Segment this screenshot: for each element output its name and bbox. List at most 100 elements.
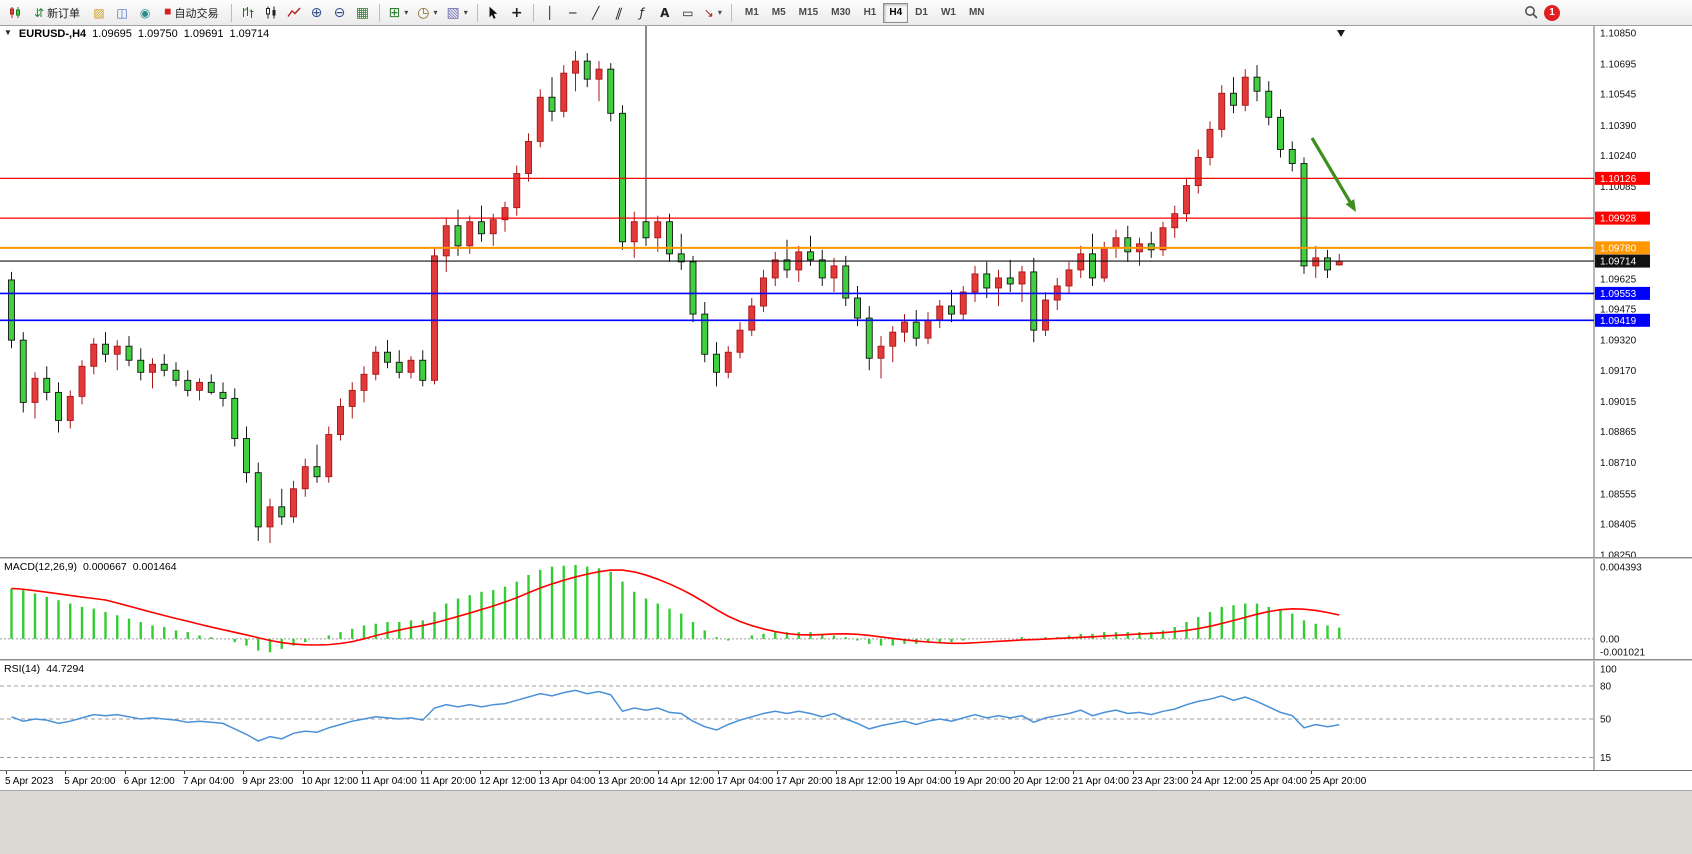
timeframe-mn[interactable]: MN — [963, 3, 991, 23]
time-tick — [836, 771, 838, 774]
svg-text:1.08250: 1.08250 — [1600, 551, 1637, 558]
price-tag — [1595, 286, 1650, 300]
chart-window-icon — [10, 7, 20, 18]
toolbar-separator — [230, 3, 232, 22]
line-chart-button[interactable] — [283, 2, 305, 23]
timeframe-m30[interactable]: M30 — [825, 3, 856, 23]
status-bar — [0, 790, 1692, 854]
timeframe-w1[interactable]: W1 — [935, 3, 962, 23]
toolbar-separator — [476, 3, 478, 22]
time-label: 23 Apr 23:00 — [1131, 776, 1189, 787]
svg-text:80: 80 — [1600, 682, 1612, 693]
charts-profile-button[interactable]: ▨ — [88, 2, 110, 23]
trendline-icon: ╱ — [592, 5, 600, 20]
macd-canvas[interactable]: 0.004393 0.00 -0.001021 — [0, 559, 1692, 659]
tile-windows-button[interactable]: ▦ — [352, 2, 374, 23]
bar-chart-button[interactable] — [237, 2, 259, 23]
rsi-pane: 100 80 50 15 RSI(14) 44.7294 — [0, 661, 1692, 770]
alerts-button[interactable]: ◉ — [134, 2, 156, 23]
main-toolbar: ⇵ 新订单 ▨ ◫ ◉ ◼ 自动交易 ⊕ ⊖ ▦ ⊞ ▾ ◷ ▾ ▧ ▾ + │ ─ … — [0, 0, 1692, 26]
time-tick — [717, 771, 719, 774]
svg-text:1.09015: 1.09015 — [1600, 397, 1637, 408]
timeframe-m15[interactable]: M15 — [793, 3, 824, 23]
zoom-out-button[interactable]: ⊖ — [329, 2, 351, 23]
svg-text:1.09320: 1.09320 — [1600, 336, 1637, 347]
bar-chart-icon — [242, 7, 254, 18]
templates-button[interactable]: ▧ ▾ — [443, 2, 472, 23]
channel-button[interactable]: ∥ — [608, 2, 630, 23]
text-label-button[interactable]: ▭ — [677, 2, 699, 23]
time-label: 21 Apr 04:00 — [1072, 776, 1130, 787]
chart-window-button[interactable] — [4, 2, 26, 23]
time-axis[interactable]: 5 Apr 2023 5 Apr 20:00 6 Apr 12:00 7 Apr 04… — [0, 770, 1692, 790]
svg-text:15: 15 — [1600, 753, 1612, 764]
timeframe-h4[interactable]: H4 — [883, 2, 909, 23]
time-tick — [1132, 771, 1134, 774]
autotrading-label: 自动交易 — [174, 7, 219, 20]
time-label: 18 Apr 12:00 — [835, 776, 892, 787]
candlestick-chart-icon — [265, 6, 276, 19]
rsi-canvas[interactable]: 100 80 50 15 — [0, 661, 1692, 770]
search-button[interactable] — [1520, 2, 1543, 23]
rsi-line — [11, 689, 1340, 742]
time-label: 17 Apr 20:00 — [775, 776, 833, 787]
timeframe-m5[interactable]: M5 — [766, 3, 792, 23]
zoom-in-icon: ⊕ — [310, 4, 323, 21]
horizontal-lines[interactable]: 1.10126 1.09928 1.09780 1.09714 1.09553 1.094… — [0, 171, 1650, 327]
svg-text:1.10545: 1.10545 — [1600, 90, 1637, 101]
text-label-icon: ▭ — [682, 5, 694, 20]
template-icon: ▧ — [446, 4, 460, 21]
text-button[interactable]: A — [654, 2, 676, 23]
timeframe-m1[interactable]: M1 — [739, 3, 765, 23]
cursor-button[interactable] — [483, 2, 505, 23]
zoom-out-icon: ⊖ — [333, 4, 346, 21]
fibonacci-button[interactable]: ƒ — [631, 2, 653, 23]
time-label: 25 Apr 20:00 — [1309, 776, 1367, 787]
svg-text:1.09419: 1.09419 — [1600, 316, 1637, 327]
svg-text:1.10085: 1.10085 — [1600, 182, 1637, 193]
chart-region: 1.10850 1.10695 1.10545 1.10390 1.10240 1.100… — [0, 26, 1692, 790]
timeframe-d1[interactable]: D1 — [909, 3, 934, 23]
period-button[interactable]: ◷ ▾ — [413, 2, 441, 23]
time-label: 11 Apr 20:00 — [420, 776, 477, 787]
svg-text:1.10850: 1.10850 — [1600, 29, 1637, 40]
svg-text:0.004393: 0.004393 — [1600, 563, 1642, 574]
one-click-trading-toggle[interactable]: ▼ — [4, 28, 12, 37]
new-chart-button[interactable]: ⊞ ▾ — [385, 2, 413, 23]
time-label: 13 Apr 20:00 — [598, 776, 655, 787]
trendline-button[interactable]: ╱ — [585, 2, 607, 23]
price-tag — [1595, 171, 1650, 185]
time-label: 10 Apr 12:00 — [301, 776, 359, 787]
trend-arrow-annotation[interactable] — [1310, 137, 1356, 212]
main-chart-canvas[interactable]: 1.10850 1.10695 1.10545 1.10390 1.10240 1.100… — [0, 26, 1692, 557]
svg-text:1.09780: 1.09780 — [1600, 243, 1637, 254]
time-tick — [183, 771, 185, 774]
new-order-button[interactable]: ⇵ 新订单 — [27, 2, 87, 23]
price-tag — [1595, 254, 1650, 268]
panel-splitter[interactable] — [0, 659, 1692, 661]
arrows-button[interactable]: ↘ ▾ — [700, 2, 726, 23]
autotrading-button[interactable]: ◼ 自动交易 — [157, 2, 225, 23]
svg-text:1.10240: 1.10240 — [1600, 151, 1637, 162]
panel-splitter[interactable] — [0, 557, 1692, 559]
time-label: 5 Apr 20:00 — [64, 776, 116, 787]
time-tick — [361, 771, 363, 774]
crosshair-icon: + — [510, 4, 523, 21]
chart-shift-marker — [1337, 30, 1345, 37]
vertical-line-button[interactable]: │ — [539, 2, 561, 23]
candlestick-chart-button[interactable] — [260, 2, 282, 23]
toolbar-separator — [378, 3, 380, 22]
timeframe-h1[interactable]: H1 — [858, 3, 883, 23]
zoom-in-button[interactable]: ⊕ — [306, 2, 328, 23]
price-axis-labels[interactable]: 1.10850 1.10695 1.10545 1.10390 1.10240 1.100… — [1600, 29, 1637, 558]
chart-list-button[interactable]: ◫ — [111, 2, 133, 23]
text-icon: A — [660, 5, 670, 20]
notification-badge[interactable]: 1 — [1544, 4, 1560, 21]
time-label: 12 Apr 12:00 — [479, 776, 537, 787]
horizontal-line-button[interactable]: ─ — [562, 2, 584, 23]
dropdown-caret-icon: ▾ — [433, 8, 438, 17]
new-order-icon: ⇵ — [34, 5, 45, 20]
charts-profile-icon: ▨ — [93, 5, 105, 20]
time-tick — [776, 771, 778, 774]
crosshair-button[interactable]: + — [506, 2, 528, 23]
